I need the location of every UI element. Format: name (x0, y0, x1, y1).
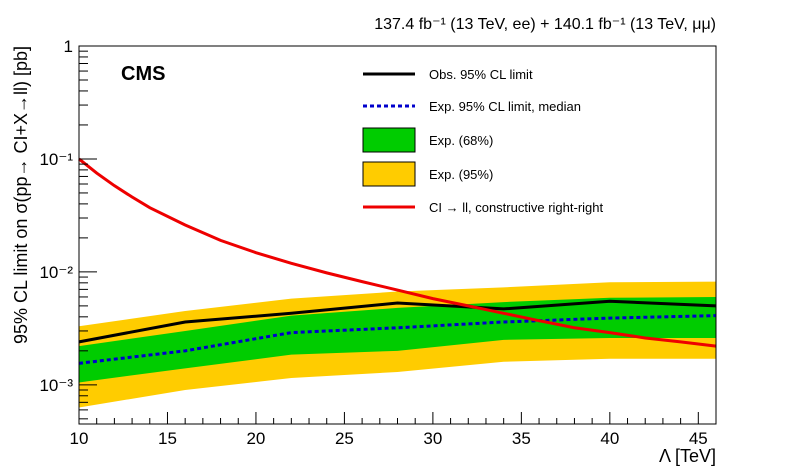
ci-theory-line (78, 157, 717, 348)
legend-band-95-swatch (362, 161, 416, 187)
y-tick-label: 10⁻³ (39, 376, 73, 395)
legend-ci-theory-label: CI → ll, constructive right-right (429, 200, 603, 215)
x-tick-label: 40 (600, 429, 619, 448)
luminosity-label: 137.4 fb⁻¹ (13 TeV, ee) + 140.1 fb⁻¹ (13… (374, 16, 716, 33)
x-tick-label: 45 (689, 429, 708, 448)
x-tick-label: 15 (158, 429, 177, 448)
x-tick-label: 30 (423, 429, 442, 448)
x-tick-label: 35 (512, 429, 531, 448)
x-tick-label: 20 (246, 429, 265, 448)
legend-expected-median-label: Exp. 95% CL limit, median (429, 99, 581, 114)
band-68 (79, 296, 716, 383)
expected-bands (79, 281, 716, 408)
expected-median-line (78, 314, 717, 365)
legend-observed-label: Obs. 95% CL limit (429, 67, 533, 82)
y-tick-label: 1 (64, 37, 73, 56)
y-axis-title: 95% CL limit on σ(pp→ CI+X→ll) [pb] (11, 46, 31, 344)
legend-band-68-swatch (362, 127, 416, 153)
x-tick-label: 25 (335, 429, 354, 448)
cms-label: CMS (121, 63, 165, 85)
x-tick-label: 10 (70, 429, 89, 448)
observed-limit-line (78, 299, 717, 344)
y-tick-label: 10⁻² (39, 263, 73, 282)
legend-band-95-label: Exp. (95%) (429, 167, 493, 182)
legend: Obs. 95% CL limit Exp. 95% CL limit, medi… (362, 67, 603, 215)
x-axis-title: Λ [TeV] (659, 446, 716, 466)
y-tick-label: 10⁻¹ (39, 150, 73, 169)
series-lines (78, 157, 717, 365)
axis-ticks: 10 15 20 25 30 35 40 45 10⁻³ 10⁻² 10⁻¹ 1 (39, 37, 717, 448)
legend-band-68-label: Exp. (68%) (429, 133, 493, 148)
